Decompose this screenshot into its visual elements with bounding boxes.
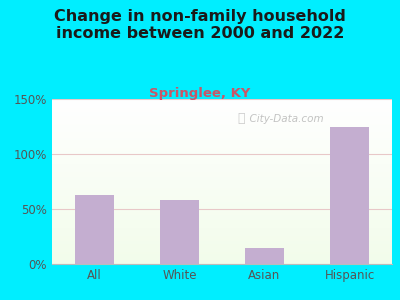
Text: ⓘ: ⓘ [237,112,244,125]
Text: Springlee, KY: Springlee, KY [149,87,251,100]
Text: Change in non-family household
income between 2000 and 2022: Change in non-family household income be… [54,9,346,41]
Bar [160,200,199,264]
Bar [330,127,369,264]
Bar [245,248,284,264]
Text: City-Data.com: City-Data.com [243,114,324,124]
Bar [75,195,114,264]
